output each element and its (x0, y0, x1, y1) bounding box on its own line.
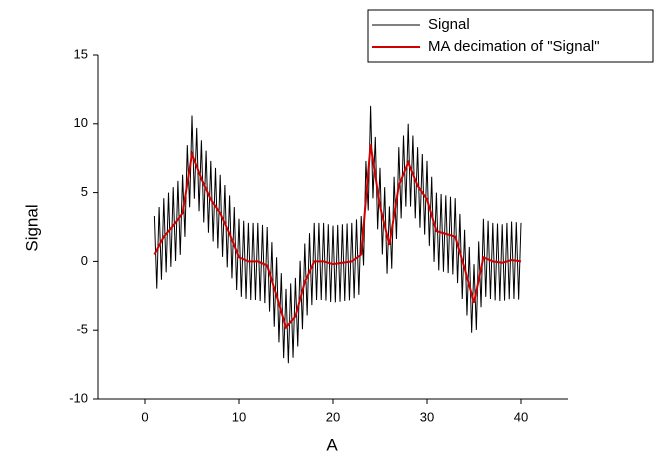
legend-box (367, 9, 654, 63)
x-tick-label: 0 (141, 409, 148, 424)
x-tick-label: 10 (232, 409, 246, 424)
y-tick-label: -10 (69, 390, 88, 405)
x-tick-label: 40 (514, 409, 528, 424)
series-line (153, 144, 522, 330)
y-tick-label: -5 (76, 322, 88, 337)
y-tick-label: 0 (81, 253, 88, 268)
x-axis-title: A (326, 435, 338, 454)
series-line (153, 105, 522, 364)
legend-label: MA decimation of "Signal" (428, 38, 600, 55)
y-tick-label: 5 (81, 184, 88, 199)
y-tick-label: 15 (74, 46, 88, 61)
x-tick-label: 30 (420, 409, 434, 424)
legend-label: Signal (428, 16, 470, 33)
y-axis-title: Signal (22, 204, 41, 251)
x-tick-label: 20 (326, 409, 340, 424)
y-tick-label: 10 (74, 115, 88, 130)
